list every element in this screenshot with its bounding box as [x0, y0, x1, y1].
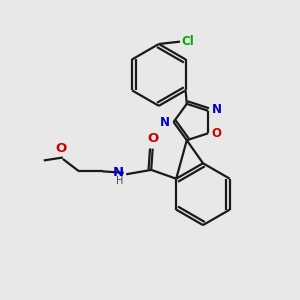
Text: H: H: [116, 176, 124, 186]
Text: N: N: [212, 103, 222, 116]
Text: Cl: Cl: [182, 35, 194, 48]
Text: O: O: [212, 127, 222, 140]
Text: N: N: [113, 166, 124, 179]
Text: N: N: [160, 116, 170, 128]
Text: O: O: [56, 142, 67, 154]
Text: O: O: [147, 132, 158, 145]
